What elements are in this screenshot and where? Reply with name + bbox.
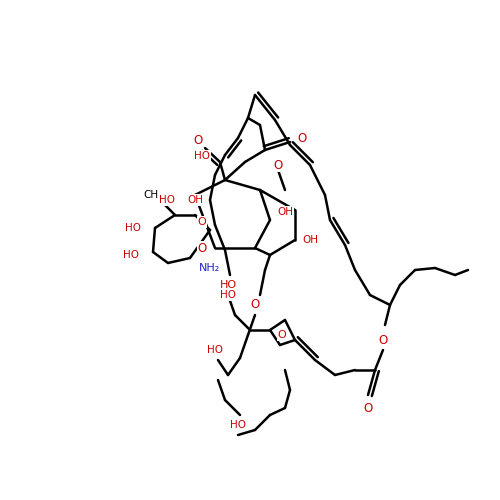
Text: O: O	[198, 217, 206, 227]
Text: O: O	[274, 158, 282, 172]
Text: O: O	[194, 134, 202, 146]
Text: O: O	[198, 242, 206, 254]
Text: OH: OH	[187, 195, 203, 205]
Text: O: O	[364, 402, 372, 414]
Text: HO: HO	[125, 223, 141, 233]
Text: HO: HO	[220, 280, 236, 290]
Text: O: O	[298, 132, 306, 144]
Text: O: O	[278, 330, 286, 340]
Text: HO: HO	[194, 151, 210, 161]
Text: HO: HO	[230, 420, 246, 430]
Text: HO: HO	[220, 290, 236, 300]
Text: OH: OH	[302, 235, 318, 245]
Text: O: O	[378, 334, 388, 346]
Text: HO: HO	[159, 195, 175, 205]
Text: NH₂: NH₂	[200, 263, 220, 273]
Text: HO: HO	[123, 250, 139, 260]
Text: OH: OH	[277, 207, 293, 217]
Text: CH₃: CH₃	[144, 190, 163, 200]
Text: O: O	[250, 298, 260, 312]
Text: HO: HO	[207, 345, 223, 355]
